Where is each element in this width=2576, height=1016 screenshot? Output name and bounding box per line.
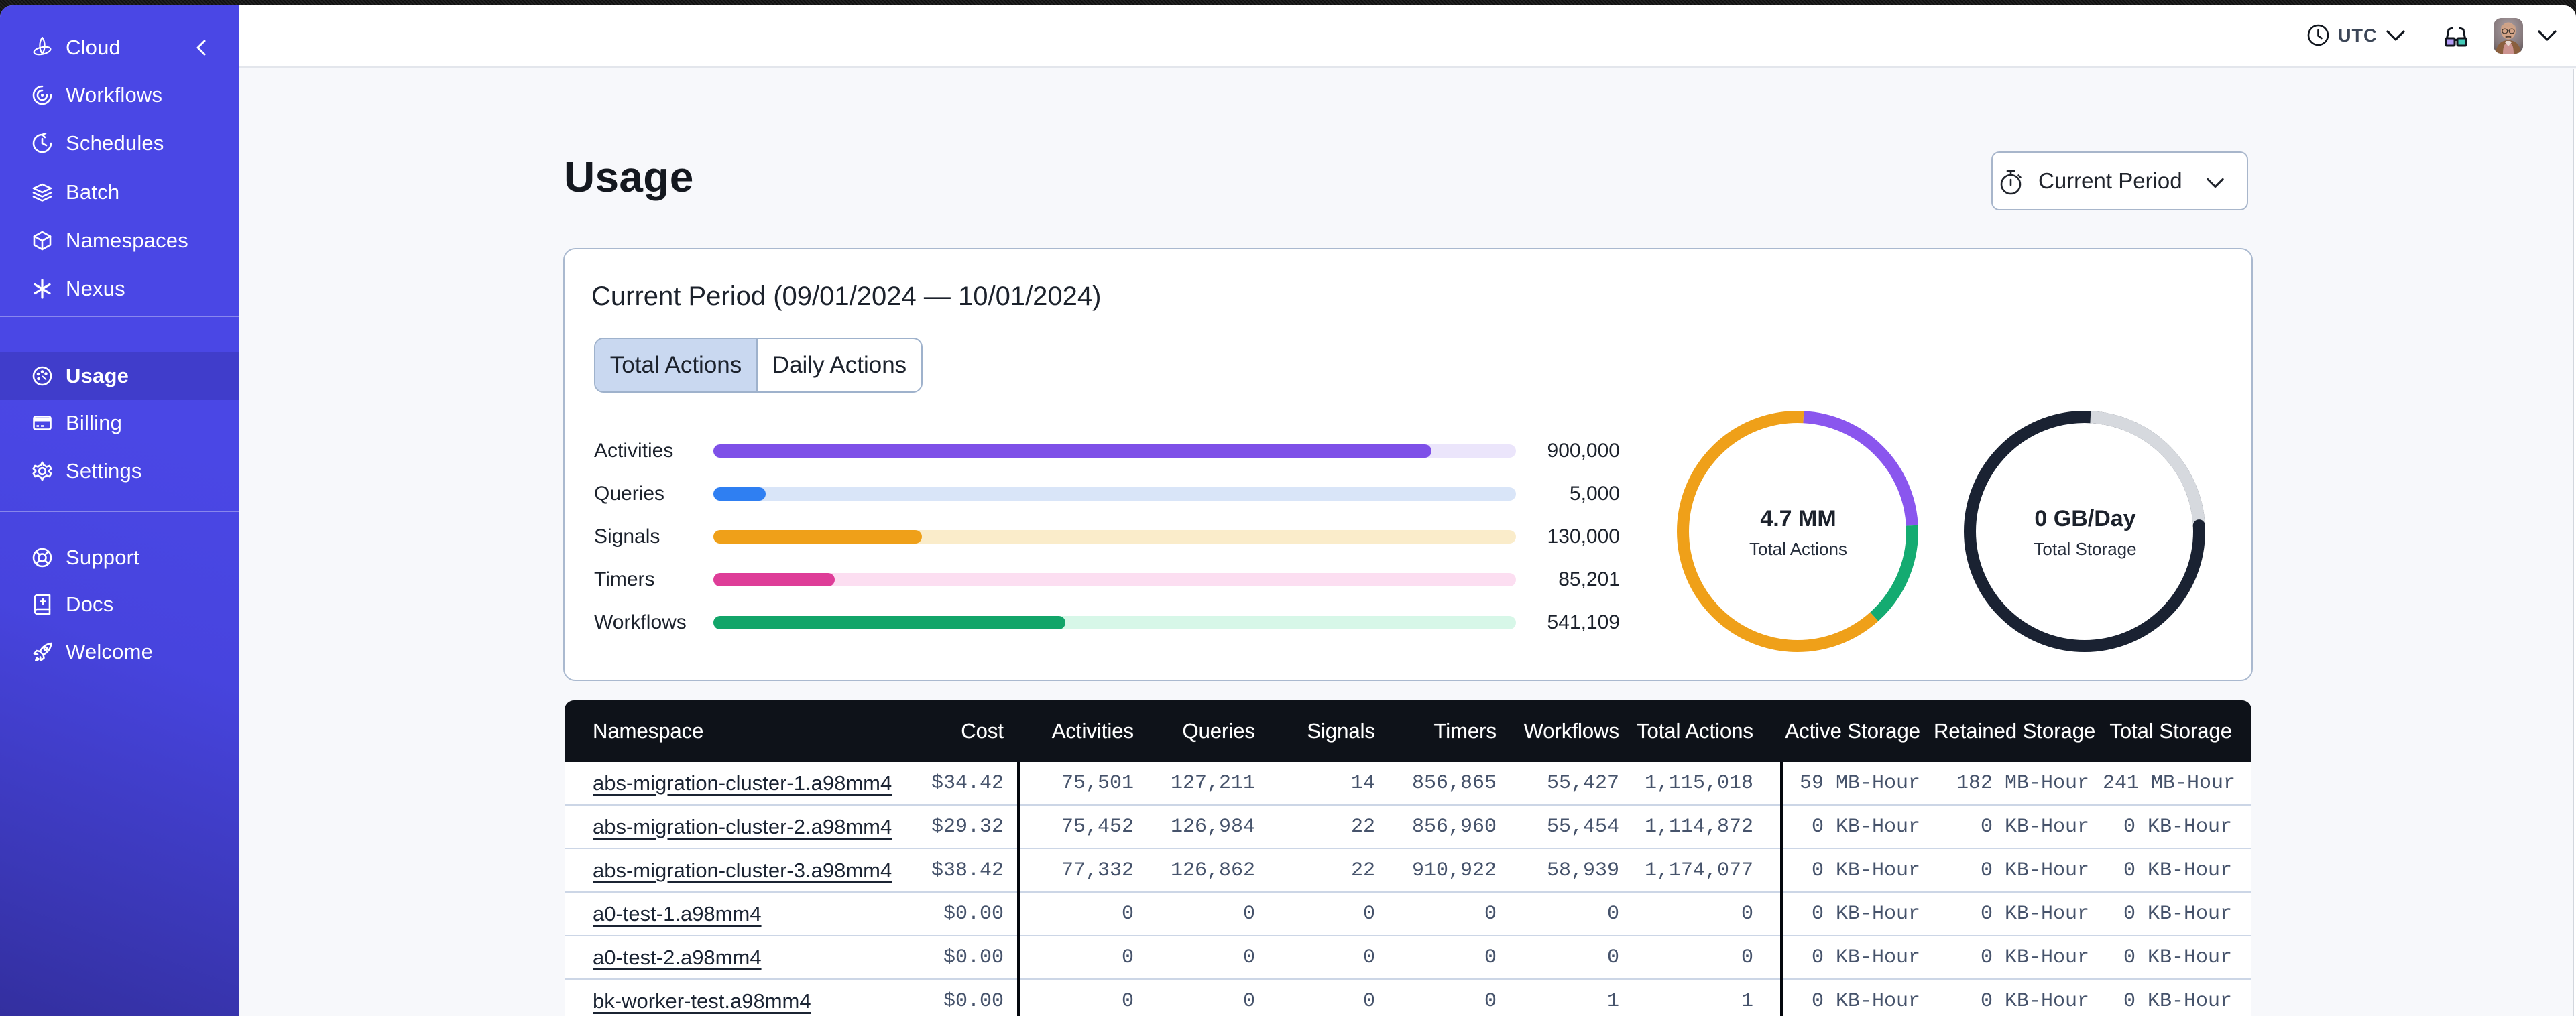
svg-text:Total Actions: Total Actions: [1749, 539, 1847, 559]
svg-text:4.7 MM: 4.7 MM: [1760, 506, 1836, 531]
svg-text:Total Storage: Total Storage: [2034, 539, 2136, 559]
svg-text:0 GB/Day: 0 GB/Day: [2034, 506, 2135, 531]
